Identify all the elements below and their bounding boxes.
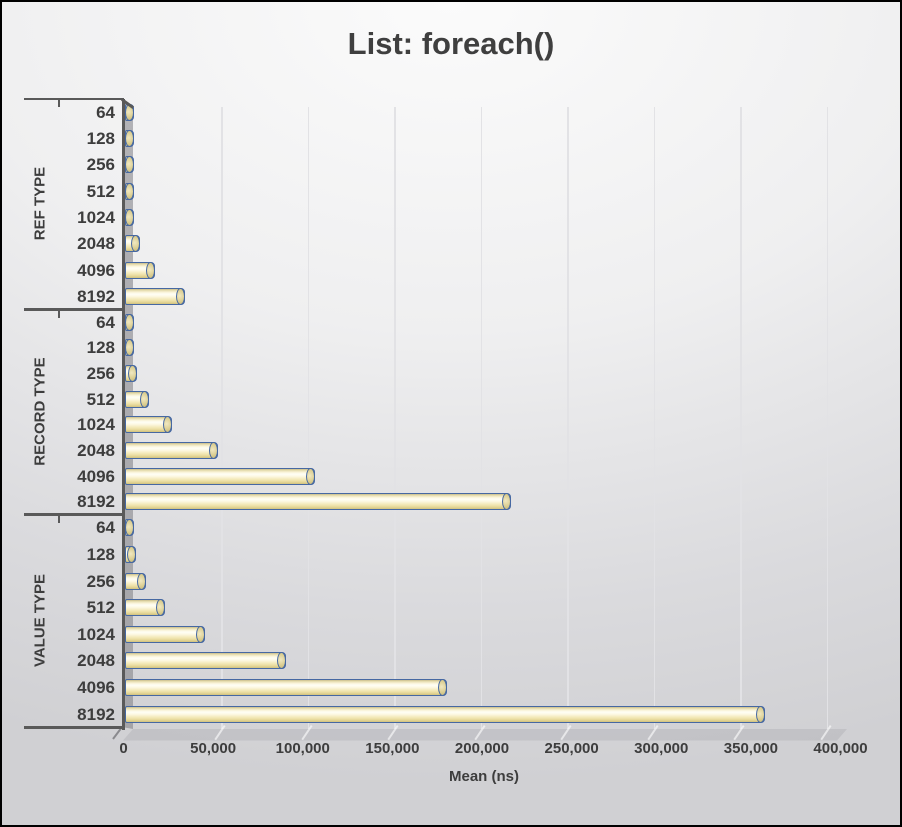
group-separator-line: [24, 513, 124, 516]
category-label: 8192: [77, 492, 115, 512]
x-tick-label: 50,000: [190, 740, 237, 757]
bar-cap[interactable]: [305, 467, 315, 485]
category-label: 8192: [77, 704, 115, 724]
chart-title[interactable]: List: foreach(): [347, 26, 555, 61]
gridline: [740, 107, 742, 729]
category-label: 1024: [77, 415, 115, 435]
bar-cap[interactable]: [125, 182, 134, 200]
group-label: VALUE TYPE: [31, 573, 49, 668]
group-label: REF TYPE: [31, 167, 49, 241]
bar-cap[interactable]: [125, 156, 134, 174]
bar-cap[interactable]: [276, 652, 286, 670]
bar-cap[interactable]: [208, 441, 218, 459]
category-label: 512: [86, 181, 115, 201]
category-label: 1024: [77, 624, 115, 644]
bar-cap[interactable]: [125, 339, 134, 357]
bar-cap[interactable]: [140, 390, 150, 408]
x-tick-label: 400,000: [813, 740, 868, 757]
bar-cap[interactable]: [175, 287, 185, 305]
category-label: 128: [86, 338, 115, 358]
x-axis-title: Mean (ns): [448, 768, 519, 785]
category-label: 256: [86, 155, 115, 175]
gridline: [221, 107, 223, 729]
category-label: 64: [96, 312, 115, 332]
category-label: 64: [96, 518, 115, 538]
axis-level-tick: [58, 100, 60, 107]
group-separator-line: [24, 726, 124, 729]
axis-level-tick: [58, 310, 60, 318]
category-label: 4096: [77, 260, 115, 280]
category-label: 2048: [77, 234, 115, 254]
group-label: RECORD TYPE: [31, 357, 49, 466]
bar-cap[interactable]: [131, 235, 141, 253]
x-tick-label: 350,000: [723, 740, 778, 757]
bar-cap[interactable]: [502, 493, 512, 511]
bar-cap[interactable]: [125, 519, 134, 537]
bar[interactable]: [125, 467, 315, 485]
bar[interactable]: [125, 625, 206, 643]
category-label: 4096: [77, 678, 115, 698]
axis-level-tick: [58, 515, 60, 523]
category-axis-line: [122, 99, 125, 730]
bar-cap[interactable]: [145, 261, 155, 279]
category-label: 128: [86, 128, 115, 148]
x-tick-label: 250,000: [544, 740, 599, 757]
bar-cap[interactable]: [196, 625, 206, 643]
gridline: [394, 107, 396, 729]
bar-cap[interactable]: [756, 705, 766, 723]
category-label: 512: [86, 598, 115, 618]
bar-cap[interactable]: [163, 416, 173, 434]
bar-cap[interactable]: [128, 365, 138, 383]
category-label: 512: [86, 389, 115, 409]
category-label: 4096: [77, 466, 115, 486]
x-tick-label: 200,000: [454, 740, 510, 757]
group-separator-line: [24, 97, 124, 101]
x-tick-label: 0: [119, 740, 128, 757]
gridline: [567, 107, 569, 729]
x-tick-label: 100,000: [275, 740, 330, 757]
gridline: [653, 107, 655, 729]
bar-cap[interactable]: [125, 313, 134, 331]
category-label: 256: [86, 571, 115, 591]
gridline: [826, 107, 828, 729]
bar-cap[interactable]: [125, 208, 134, 226]
category-label: 128: [86, 544, 115, 564]
x-tick-label: 300,000: [634, 740, 689, 757]
bar-cap[interactable]: [156, 599, 166, 617]
group-separator-line: [24, 308, 124, 311]
bar-cap[interactable]: [437, 679, 447, 697]
bar[interactable]: [125, 493, 512, 511]
bar-cap[interactable]: [136, 572, 146, 590]
gridline: [480, 107, 482, 729]
category-label: 256: [86, 364, 115, 384]
bar[interactable]: [125, 679, 447, 697]
x-tick-label: 150,000: [365, 740, 420, 757]
bar-cap[interactable]: [126, 545, 136, 563]
category-label: 64: [96, 102, 115, 122]
category-label: 1024: [77, 207, 115, 227]
gridline: [307, 107, 309, 729]
floor-front-edge: [112, 727, 122, 740]
category-label: 2048: [77, 440, 115, 460]
bar[interactable]: [125, 705, 766, 723]
bar-cap[interactable]: [125, 129, 134, 147]
bar[interactable]: [125, 441, 218, 459]
bar[interactable]: [125, 652, 286, 670]
category-label: 8192: [77, 286, 115, 306]
category-label: 2048: [77, 651, 115, 671]
plot-side-wall: [122, 99, 133, 729]
